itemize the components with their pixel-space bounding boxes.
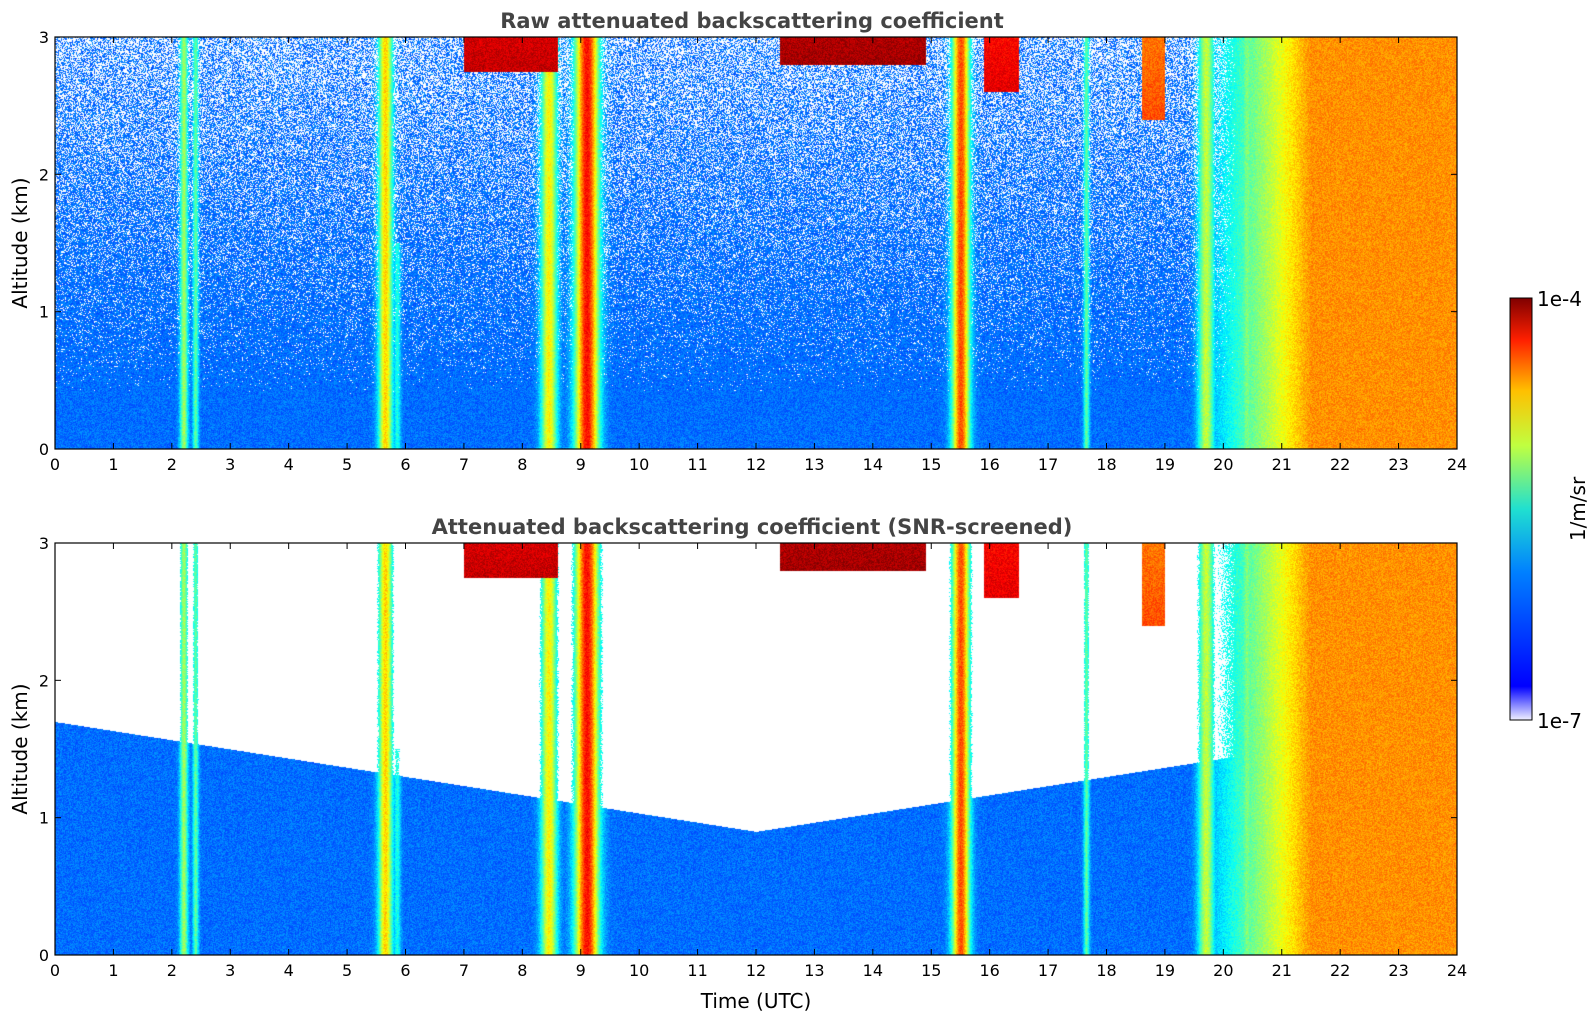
x-tick-label: 16 <box>979 455 999 474</box>
x-tick-label: 3 <box>225 961 235 980</box>
x-tick-label: 23 <box>1388 455 1408 474</box>
x-tick-label: 17 <box>1038 455 1058 474</box>
x-tick-label: 15 <box>921 961 941 980</box>
x-tick-label: 19 <box>1155 455 1175 474</box>
panel-screened-x-axis: 0 1 2 3 4 5 6 7 8 9 10 11 12 13 14 15 16 17 18 19 20 21 22 23 24 <box>50 543 1467 980</box>
colorbar-bar <box>1509 297 1533 721</box>
x-tick-label: 24 <box>1447 961 1467 980</box>
x-tick-label: 7 <box>459 961 469 980</box>
y-tick-label: 2 <box>39 671 49 690</box>
x-tick-label: 18 <box>1096 961 1116 980</box>
y-tick-label: 2 <box>39 165 49 184</box>
y-tick-label: 1 <box>39 809 49 828</box>
y-tick-label: 0 <box>39 440 49 459</box>
x-tick-label: 22 <box>1330 961 1350 980</box>
x-tick-label: 11 <box>687 961 707 980</box>
x-tick-label: 15 <box>921 455 941 474</box>
colorbar-max-label: 1e-4 <box>1537 287 1582 311</box>
colorbar-label: 1/m/sr <box>1566 476 1590 541</box>
x-tick-label: 20 <box>1213 455 1233 474</box>
heatmap-screened <box>55 543 1457 955</box>
x-tick-label: 2 <box>167 455 177 474</box>
x-tick-label: 6 <box>400 961 410 980</box>
x-tick-label: 13 <box>804 455 824 474</box>
panel-screened-ylabel: Altitude (km) <box>8 683 32 814</box>
x-tick-label: 3 <box>225 455 235 474</box>
x-tick-label: 13 <box>804 961 824 980</box>
x-tick-label: 8 <box>517 961 527 980</box>
x-tick-label: 14 <box>863 455 883 474</box>
y-tick-label: 3 <box>39 28 49 47</box>
x-tick-label: 9 <box>576 961 586 980</box>
x-tick-label: 8 <box>517 455 527 474</box>
x-tick-label: 24 <box>1447 455 1467 474</box>
x-tick-label: 20 <box>1213 961 1233 980</box>
panel-raw-canvas-wrap <box>55 37 1457 449</box>
y-tick-label: 1 <box>39 303 49 322</box>
panel-raw-title: Raw attenuated backscattering coefficien… <box>500 9 1004 33</box>
x-tick-label: 21 <box>1272 961 1292 980</box>
colorbar-min-label: 1e-7 <box>1537 709 1582 733</box>
panel-raw-x-axis: 0 1 2 3 4 5 6 7 8 9 10 11 12 13 14 15 16 17 18 19 20 21 22 23 24 <box>50 37 1467 474</box>
x-tick-label: 6 <box>400 455 410 474</box>
y-tick-label: 0 <box>39 946 49 965</box>
x-tick-label: 14 <box>863 961 883 980</box>
x-tick-label: 1 <box>108 455 118 474</box>
heatmap-raw <box>55 37 1457 449</box>
x-tick-label: 7 <box>459 455 469 474</box>
x-tick-label: 1 <box>108 961 118 980</box>
x-tick-label: 16 <box>979 961 999 980</box>
x-tick-label: 17 <box>1038 961 1058 980</box>
x-tick-label: 0 <box>50 455 60 474</box>
x-tick-label: 4 <box>284 455 294 474</box>
x-tick-label: 2 <box>167 961 177 980</box>
y-tick-label: 3 <box>39 534 49 553</box>
panel-raw: Raw attenuated backscattering coefficien… <box>8 9 1467 474</box>
x-tick-label: 22 <box>1330 455 1350 474</box>
panel-screened-canvas-wrap <box>55 543 1457 955</box>
x-tick-label: 11 <box>687 455 707 474</box>
x-tick-label: 4 <box>284 961 294 980</box>
x-tick-label: 0 <box>50 961 60 980</box>
panel-screened: Attenuated backscattering coefficient (S… <box>8 515 1467 1013</box>
x-tick-label: 10 <box>629 455 649 474</box>
x-tick-label: 21 <box>1272 455 1292 474</box>
colorbar: 1e-4 1e-7 1/m/sr <box>1509 287 1590 733</box>
x-tick-label: 12 <box>746 455 766 474</box>
x-tick-label: 23 <box>1388 961 1408 980</box>
panel-screened-xlabel: Time (UTC) <box>700 989 812 1013</box>
x-tick-label: 18 <box>1096 455 1116 474</box>
panel-raw-y-axis: 0 1 2 3 <box>39 28 1457 459</box>
x-tick-label: 10 <box>629 961 649 980</box>
x-tick-label: 19 <box>1155 961 1175 980</box>
x-tick-label: 5 <box>342 455 352 474</box>
panel-screened-y-axis: 0 1 2 3 <box>39 534 1457 965</box>
x-tick-label: 5 <box>342 961 352 980</box>
x-tick-label: 9 <box>576 455 586 474</box>
panel-screened-title: Attenuated backscattering coefficient (S… <box>432 515 1073 539</box>
panel-raw-ylabel: Altitude (km) <box>8 177 32 308</box>
x-tick-label: 12 <box>746 961 766 980</box>
